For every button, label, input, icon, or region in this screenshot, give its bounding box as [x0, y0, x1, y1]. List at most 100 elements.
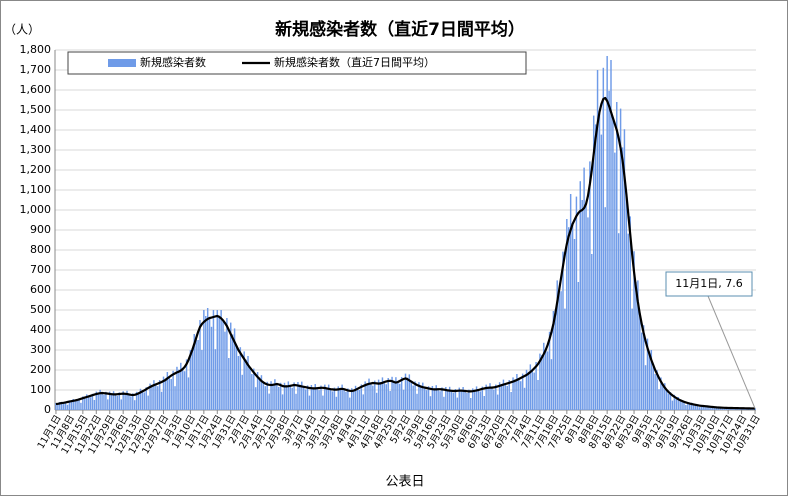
bar — [343, 389, 345, 410]
bar — [702, 405, 704, 410]
bar — [721, 408, 724, 410]
bar — [393, 380, 395, 410]
bar — [514, 379, 516, 410]
bar — [201, 350, 203, 410]
bar — [66, 404, 69, 410]
bar — [435, 385, 437, 410]
bar — [608, 90, 610, 411]
bar — [162, 376, 165, 410]
bars — [55, 56, 756, 411]
bar — [577, 282, 580, 410]
bar — [185, 359, 188, 410]
bar — [147, 395, 149, 410]
bar — [262, 382, 265, 410]
bar — [664, 383, 666, 410]
bar — [57, 403, 59, 410]
bar — [652, 365, 654, 410]
bar — [529, 364, 532, 410]
bar — [93, 400, 96, 410]
bar — [544, 350, 547, 410]
bar — [654, 374, 656, 410]
bar — [210, 326, 213, 410]
bar — [685, 405, 687, 410]
bar — [287, 381, 290, 410]
bar — [477, 390, 480, 410]
bar — [143, 392, 146, 410]
bar — [139, 388, 142, 410]
bar — [116, 395, 119, 410]
bar — [174, 386, 176, 410]
bar — [264, 386, 267, 410]
bar — [481, 386, 484, 410]
bar — [354, 385, 357, 410]
bar — [466, 393, 468, 410]
bar — [506, 386, 509, 410]
bar — [103, 394, 105, 410]
bar — [220, 310, 222, 410]
bar — [614, 152, 616, 410]
bar — [176, 366, 178, 410]
bar — [495, 384, 497, 410]
bar — [124, 393, 126, 410]
bar — [447, 389, 449, 410]
annotation-box — [665, 271, 753, 297]
bar — [550, 359, 553, 410]
bar — [241, 374, 243, 410]
bar — [205, 316, 207, 410]
bar — [473, 389, 476, 410]
bar — [612, 118, 614, 410]
bar — [642, 325, 645, 410]
bar — [157, 386, 159, 410]
bar — [660, 377, 662, 410]
bar — [132, 393, 134, 410]
bar — [383, 382, 386, 410]
bar — [587, 217, 589, 410]
bar — [592, 115, 595, 410]
bar — [429, 396, 432, 410]
bar — [600, 134, 603, 410]
bar — [322, 395, 324, 410]
bar — [153, 380, 155, 410]
bar — [541, 355, 543, 410]
bar — [59, 402, 61, 410]
bar — [333, 387, 336, 410]
y-tick-label: 400 — [30, 323, 51, 336]
bar — [276, 384, 278, 410]
bar — [397, 382, 399, 410]
bar — [418, 382, 420, 410]
y-tick-label: 1,800 — [20, 43, 52, 56]
bar — [623, 129, 626, 410]
bar — [400, 377, 403, 410]
bar — [441, 387, 443, 410]
bar — [360, 384, 363, 410]
bar — [671, 400, 674, 410]
bar — [231, 334, 234, 410]
bar — [658, 389, 660, 410]
bar — [245, 359, 247, 410]
bar — [552, 311, 555, 410]
legend-swatch — [108, 59, 136, 67]
bar — [425, 390, 428, 410]
y-tick-label: 1,500 — [20, 103, 52, 116]
bar — [579, 181, 581, 410]
bar — [85, 394, 88, 410]
bar — [448, 386, 451, 410]
bar — [331, 391, 334, 410]
bar — [249, 367, 251, 410]
bar — [677, 397, 679, 410]
bar — [253, 368, 255, 410]
bar — [489, 383, 491, 410]
bar — [329, 389, 332, 410]
bar — [306, 385, 309, 410]
bar — [679, 400, 681, 410]
bar — [299, 384, 301, 410]
bar — [471, 388, 474, 410]
legend-box — [67, 51, 527, 75]
bar — [725, 408, 727, 410]
bar — [423, 387, 426, 410]
bar — [55, 403, 57, 410]
bar — [91, 393, 94, 410]
bar — [189, 350, 192, 410]
bar — [235, 346, 238, 410]
